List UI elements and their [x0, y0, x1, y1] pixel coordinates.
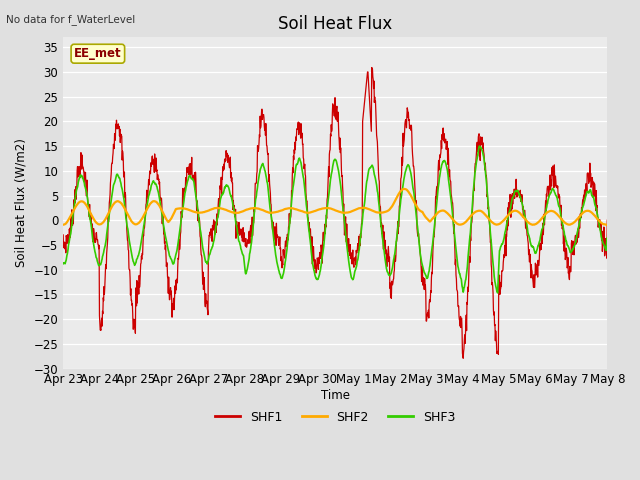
Legend: SHF1, SHF2, SHF3: SHF1, SHF2, SHF3 [211, 406, 460, 429]
X-axis label: Time: Time [321, 389, 349, 402]
Y-axis label: Soil Heat Flux (W/m2): Soil Heat Flux (W/m2) [15, 139, 28, 267]
Title: Soil Heat Flux: Soil Heat Flux [278, 15, 392, 33]
Text: No data for f_WaterLevel: No data for f_WaterLevel [6, 14, 136, 25]
Text: EE_met: EE_met [74, 47, 122, 60]
